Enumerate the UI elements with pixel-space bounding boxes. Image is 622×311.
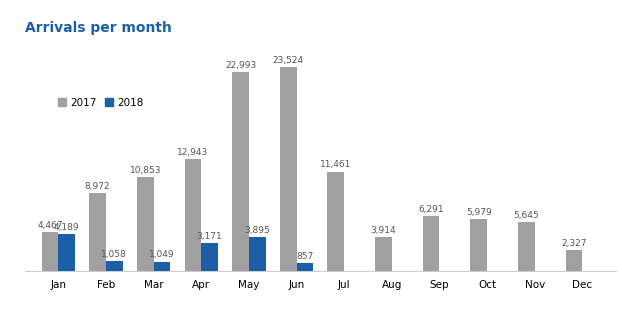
- Bar: [58, 234, 75, 271]
- Text: Arrivals per month: Arrivals per month: [25, 21, 172, 35]
- Text: 1,049: 1,049: [149, 250, 175, 259]
- Bar: [106, 262, 123, 271]
- Text: 5,645: 5,645: [514, 211, 539, 220]
- Text: 22,993: 22,993: [225, 61, 256, 70]
- Bar: [280, 67, 297, 271]
- Bar: [137, 177, 154, 271]
- Text: 4,467: 4,467: [37, 221, 63, 230]
- Legend: 2017, 2018: 2017, 2018: [53, 94, 148, 112]
- Text: 8,972: 8,972: [85, 182, 110, 191]
- Bar: [375, 237, 392, 271]
- Text: 11,461: 11,461: [320, 160, 351, 169]
- Text: 857: 857: [296, 252, 313, 261]
- Text: 23,524: 23,524: [272, 56, 304, 65]
- Text: 3,171: 3,171: [197, 232, 223, 241]
- Bar: [249, 237, 266, 271]
- Bar: [470, 219, 487, 271]
- Text: 6,291: 6,291: [419, 205, 444, 214]
- Text: 5,979: 5,979: [466, 208, 491, 217]
- Text: 4,189: 4,189: [53, 223, 80, 232]
- Text: 10,853: 10,853: [129, 166, 161, 175]
- Text: 3,914: 3,914: [371, 225, 396, 234]
- Bar: [185, 159, 201, 271]
- Bar: [327, 172, 344, 271]
- Bar: [518, 222, 535, 271]
- Bar: [154, 262, 170, 271]
- Text: 3,895: 3,895: [244, 226, 270, 235]
- Text: 12,943: 12,943: [177, 148, 208, 157]
- Bar: [566, 250, 582, 271]
- Bar: [42, 232, 58, 271]
- Text: 1,058: 1,058: [101, 250, 127, 259]
- Bar: [297, 263, 313, 271]
- Bar: [423, 216, 440, 271]
- Bar: [201, 243, 218, 271]
- Bar: [232, 72, 249, 271]
- Bar: [89, 193, 106, 271]
- Text: 2,327: 2,327: [561, 239, 587, 248]
